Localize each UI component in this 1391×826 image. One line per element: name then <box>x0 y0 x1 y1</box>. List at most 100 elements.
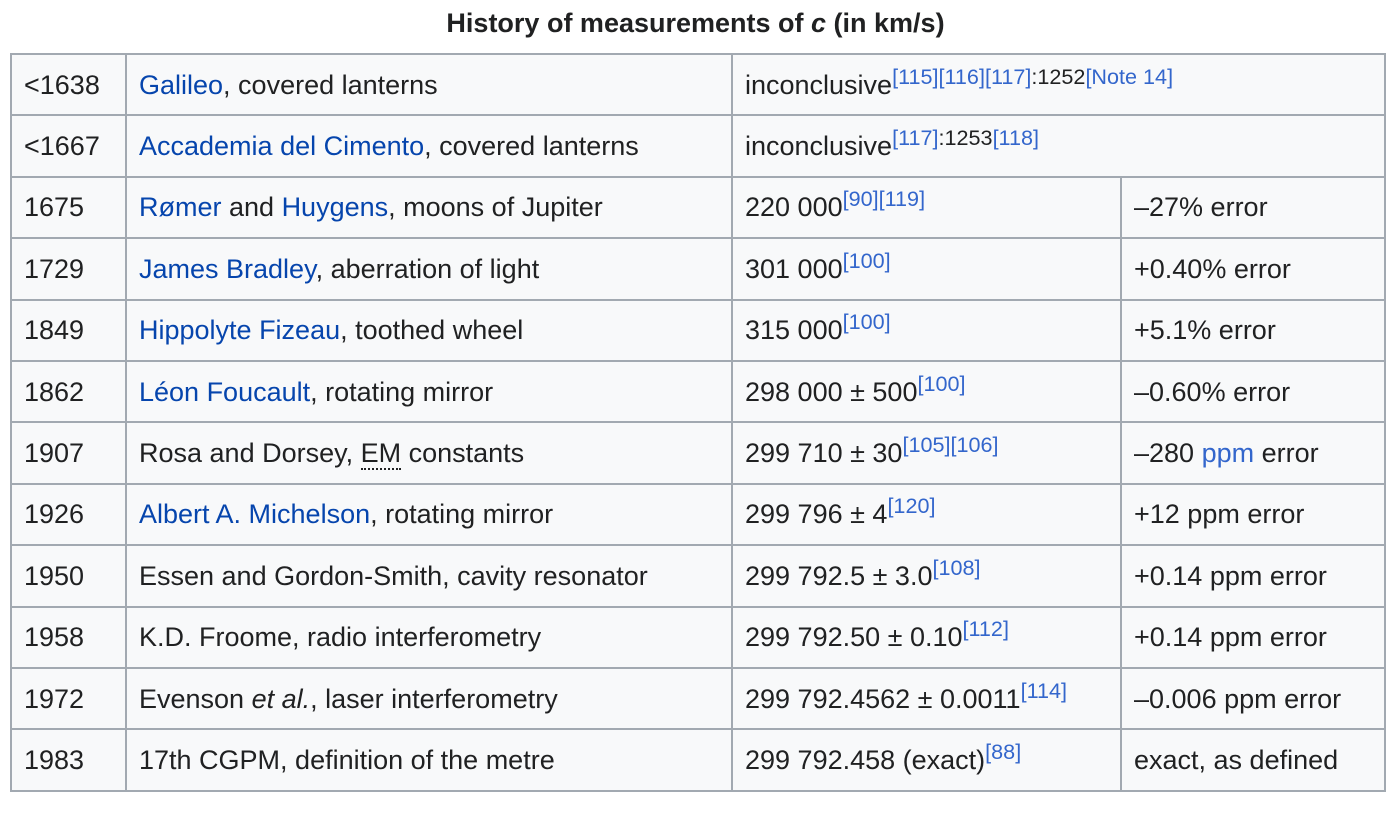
citation-link[interactable]: [100] <box>917 370 966 396</box>
citation-link[interactable]: [117] <box>892 125 939 151</box>
method-text: , toothed wheel <box>340 315 524 346</box>
link-huygens[interactable]: Huygens <box>281 192 389 223</box>
year-cell: 1675 <box>10 175 127 240</box>
citation-link[interactable]: [108] <box>932 554 981 580</box>
table-row: 1675 Rømer and Huygens, moons of Jupiter… <box>10 175 1386 240</box>
citations: [114] <box>1021 678 1067 703</box>
link-hippolyte-fizeau[interactable]: Hippolyte Fizeau <box>139 315 341 346</box>
table-row: 1972 Evenson et al., laser interferometr… <box>10 666 1386 731</box>
citation-link[interactable]: [90] <box>842 186 879 212</box>
method-text: , laser interferometry <box>310 683 558 714</box>
method-cell: Léon Foucault, rotating mirror <box>125 359 733 424</box>
table-row: <1638 Galileo, covered lanterns inconclu… <box>10 52 1386 117</box>
citation-link[interactable]: [118] <box>992 125 1039 151</box>
link-accademia-del-cimento[interactable]: Accademia del Cimento <box>139 131 425 162</box>
citations: [100] <box>843 248 891 273</box>
caption-prefix: History of measurements of <box>446 8 812 38</box>
year-cell: <1667 <box>10 114 127 178</box>
method-text: , covered lanterns <box>424 131 639 162</box>
value-text: 299 792.458 (exact) <box>745 744 986 775</box>
method-text: , covered lanterns <box>223 69 438 100</box>
method-text: , rotating mirror <box>370 499 554 530</box>
method-cell: Accademia del Cimento, covered lanterns <box>125 114 733 178</box>
table-row: 1849 Hippolyte Fizeau, toothed wheel 315… <box>10 298 1386 362</box>
method-cell: Albert A. Michelson, rotating mirror <box>125 482 733 547</box>
citation-link[interactable]: [119] <box>878 186 926 212</box>
citations: [88] <box>985 739 1021 764</box>
value-text: 299 792.4562 ± 0.0011 <box>745 683 1021 714</box>
year-cell: <1638 <box>10 52 127 117</box>
link-leon-foucault[interactable]: Léon Foucault <box>139 376 311 407</box>
citation-link[interactable]: [112] <box>962 616 1009 642</box>
table-row: 1729 James Bradley, aberration of light … <box>10 237 1386 301</box>
citations: [90][119] <box>843 186 925 211</box>
measurements-table: <1638 Galileo, covered lanterns inconclu… <box>10 52 1386 792</box>
method-text: Rosa and Dorsey, <box>139 438 361 469</box>
citation-link[interactable]: [117] <box>984 63 1032 89</box>
value-cell: inconclusive[115][116][117]:1252[Note 14… <box>731 52 1386 117</box>
error-cell: –27% error <box>1120 175 1386 240</box>
caption-variable: c <box>811 8 827 38</box>
year-cell: 1972 <box>10 666 127 731</box>
value-cell: 301 000[100] <box>731 237 1122 301</box>
error-text: –280 <box>1134 438 1202 469</box>
table-row: 1907 Rosa and Dorsey, EM constants 299 7… <box>10 421 1386 485</box>
table-row: 1983 17th CGPM, definition of the metre … <box>10 728 1386 792</box>
citations: [117]:1253[118] <box>892 125 1039 150</box>
method-text: and <box>221 192 282 223</box>
method-text: Evenson <box>139 683 252 714</box>
error-cell: –280 ppm error <box>1120 421 1386 485</box>
citation-link[interactable]: [100] <box>842 247 891 273</box>
value-cell: 298 000 ± 500[100] <box>731 359 1122 424</box>
value-cell: 299 710 ± 30[105][106] <box>731 421 1122 485</box>
error-cell: –0.60% error <box>1120 359 1386 424</box>
citation-link[interactable]: [115] <box>892 63 939 89</box>
value-cell: 299 796 ± 4[120] <box>731 482 1122 547</box>
link-albert-michelson[interactable]: Albert A. Michelson <box>139 499 371 530</box>
table-row: 1950 Essen and Gordon-Smith, cavity reso… <box>10 544 1386 608</box>
value-text: 301 000 <box>745 253 843 284</box>
table-row: 1862 Léon Foucault, rotating mirror 298 … <box>10 359 1386 424</box>
citation-link[interactable]: [88] <box>985 738 1022 764</box>
citation-link[interactable]: [116] <box>938 63 985 89</box>
link-galileo[interactable]: Galileo <box>139 69 224 100</box>
year-cell: 1958 <box>10 605 127 669</box>
link-romer[interactable]: Rømer <box>139 192 222 223</box>
note-link[interactable]: [Note 14] <box>1085 63 1174 89</box>
citations: [120] <box>887 493 935 518</box>
citations: [115][116][117]:1252[Note 14] <box>892 64 1173 89</box>
value-text: inconclusive <box>745 131 893 162</box>
method-cell: James Bradley, aberration of light <box>125 237 733 301</box>
method-text-italic: et al. <box>251 683 311 714</box>
error-cell: +0.14 ppm error <box>1120 605 1386 669</box>
citation-link[interactable]: [120] <box>887 493 936 519</box>
link-james-bradley[interactable]: James Bradley <box>139 253 316 284</box>
value-text: 299 710 ± 30 <box>745 438 903 469</box>
citations: [108] <box>932 555 980 580</box>
method-cell: Essen and Gordon-Smith, cavity resonator <box>125 544 733 608</box>
method-cell: Galileo, covered lanterns <box>125 52 733 117</box>
link-ppm[interactable]: ppm <box>1201 438 1255 469</box>
value-cell: 315 000[100] <box>731 298 1122 362</box>
value-text: 299 796 ± 4 <box>745 499 888 530</box>
value-cell: 299 792.5 ± 3.0[108] <box>731 544 1122 608</box>
citation-link[interactable]: [105] <box>902 432 951 458</box>
year-cell: 1729 <box>10 237 127 301</box>
value-text: 299 792.50 ± 0.10 <box>745 622 963 653</box>
value-text: 299 792.5 ± 3.0 <box>745 560 933 591</box>
value-text: 298 000 ± 500 <box>745 376 918 407</box>
table-caption: History of measurements of c (in km/s) <box>0 8 1391 39</box>
citations: [112] <box>963 616 1009 641</box>
year-cell: 1983 <box>10 728 127 792</box>
citation-link[interactable]: [114] <box>1020 677 1068 703</box>
value-text: 315 000 <box>745 315 843 346</box>
em-abbreviation[interactable]: EM <box>360 438 402 471</box>
citation-link[interactable]: [100] <box>842 309 891 335</box>
year-cell: 1926 <box>10 482 127 547</box>
value-cell: 299 792.4562 ± 0.0011[114] <box>731 666 1122 731</box>
year-cell: 1849 <box>10 298 127 362</box>
method-text: , aberration of light <box>315 253 540 284</box>
table-row: 1958 K.D. Froome, radio interferometry 2… <box>10 605 1386 669</box>
method-cell: Evenson et al., laser interferometry <box>125 666 733 731</box>
citation-link[interactable]: [106] <box>950 432 999 458</box>
